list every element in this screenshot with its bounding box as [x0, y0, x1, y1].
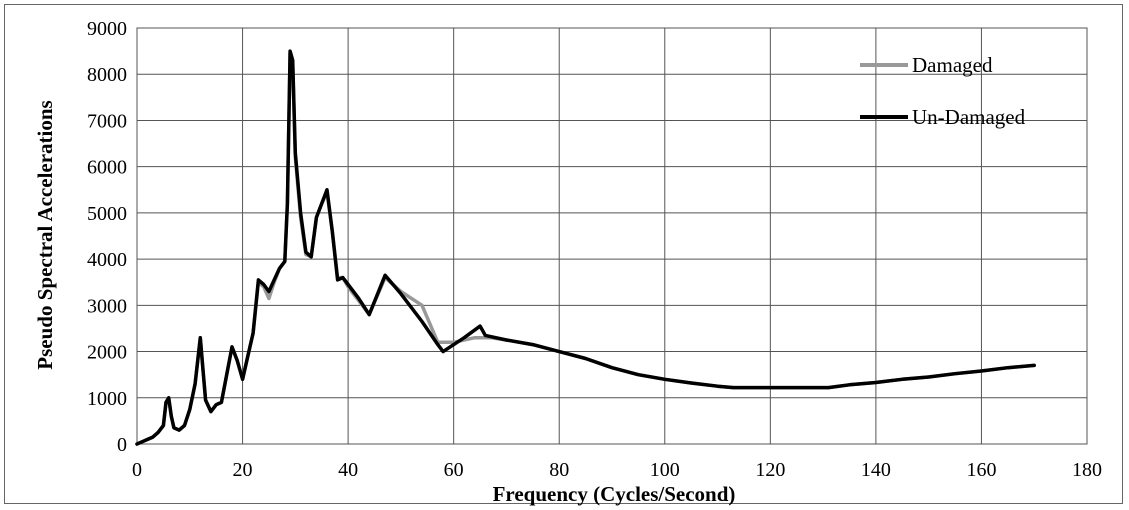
series-lines — [135, 49, 1036, 446]
legend-label-damaged: Damaged — [912, 53, 993, 77]
x-tick-label: 100 — [650, 459, 680, 481]
grid-lines — [136, 27, 1088, 445]
legend: Damaged Un-Damaged — [860, 53, 1026, 129]
x-tick-labels: 0 20 40 60 80 100 120 140 160 180 — [132, 459, 1102, 481]
x-tick-label: 80 — [549, 459, 569, 481]
x-tick-label: 120 — [755, 459, 785, 481]
x-axis-label: Frequency (Cycles/Second) — [493, 482, 736, 506]
y-tick-label: 5000 — [87, 203, 127, 225]
x-tick-label: 180 — [1072, 459, 1102, 481]
y-tick-label: 6000 — [87, 157, 127, 179]
x-tick-label: 20 — [233, 459, 253, 481]
y-tick-label: 9000 — [87, 18, 127, 40]
y-tick-label: 2000 — [87, 342, 127, 364]
series-line-un-damaged — [135, 49, 1036, 446]
y-tick-label: 1000 — [87, 388, 127, 410]
y-axis-label: Pseudo Spectral Accelerations — [33, 100, 57, 369]
y-tick-label: 7000 — [87, 110, 127, 132]
chart-frame — [4, 4, 1123, 504]
x-tick-label: 0 — [132, 459, 142, 481]
x-tick-label: 40 — [338, 459, 358, 481]
x-tick-label: 160 — [966, 459, 996, 481]
y-tick-label: 3000 — [87, 295, 127, 317]
y-tick-label: 0 — [117, 434, 127, 456]
x-tick-label: 140 — [861, 459, 891, 481]
plot-area-border — [136, 27, 1088, 445]
y-tick-label: 8000 — [87, 64, 127, 86]
y-tick-label: 4000 — [87, 249, 127, 271]
x-tick-label: 60 — [444, 459, 464, 481]
series-line-damaged — [135, 51, 1036, 446]
y-tick-labels: 0 1000 2000 3000 4000 5000 6000 7000 8000 9000 — [87, 18, 127, 456]
legend-label-un-damaged: Un-Damaged — [912, 105, 1026, 129]
